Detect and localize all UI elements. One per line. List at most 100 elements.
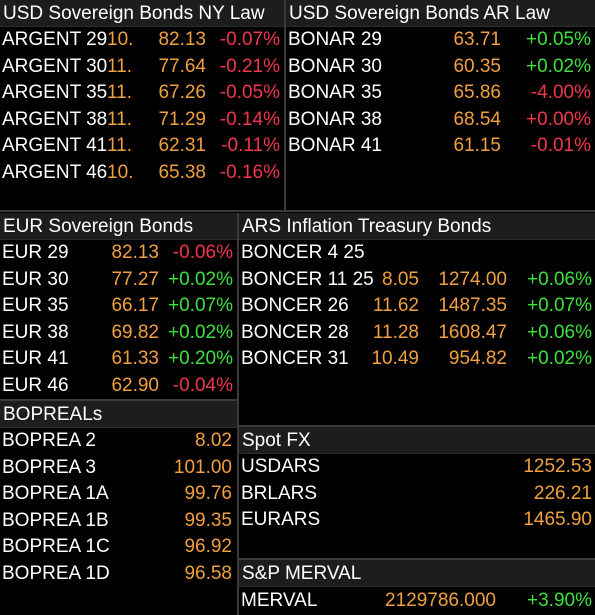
table-row[interactable]: ARGENT 29 10. 82.13 -0.07% [0,27,284,54]
table-row[interactable]: ARGENT 38 11. 71.29 -0.14% [0,107,284,134]
table-row[interactable]: ARGENT 41 11. 62.31 -0.11% [0,133,284,160]
instrument-name: BRLARS [241,482,318,504]
ars-inflation-rows: BONCER 4 25 BONCER 11 25 8.05 1274.00 +0.06… [239,240,595,373]
last-price: 226.21 [533,482,592,504]
percent-change: +0.07% [168,295,233,316]
last-price: 65.86 [453,82,501,103]
percent-change: -0.04% [172,374,233,396]
percent-change: +0.20% [168,348,233,369]
panel-eur-sovereign: EUR Sovereign Bonds EUR 29 82.13 -0.06% EU… [0,213,237,399]
panel-title[interactable]: EUR Sovereign Bonds [0,213,237,240]
last-price: 1487.35 [438,295,507,316]
table-row[interactable]: EUR 46 62.90 -0.04% [0,373,237,400]
yield-value: 11. [107,55,133,77]
last-price: 96.92 [184,536,232,557]
instrument-name: MERVAL [241,590,318,611]
percent-change: +0.06% [527,268,592,290]
table-row[interactable]: EUR 41 61.33 +0.20% [0,346,237,373]
yield-value: 11.28 [372,321,419,343]
instrument-name: ARGENT 30 [2,55,108,77]
last-price: 82.13 [111,242,159,263]
percent-change: -0.05% [219,82,280,103]
instrument-name: BONAR 35 [288,82,382,103]
percent-change: +0.02% [168,321,233,343]
table-row[interactable]: BONAR 30 60.35 +0.02% [286,54,595,81]
instrument-name: ARGENT 29 [2,29,108,50]
yield-value: 10.49 [371,348,419,369]
table-row[interactable]: EUR 38 69.82 +0.02% [0,320,237,347]
percent-change: +0.02% [527,348,592,369]
percent-change: -0.06% [172,242,233,263]
last-price: 68.54 [453,108,501,130]
instrument-name: BONAR 30 [288,55,382,77]
table-row[interactable]: ARGENT 46 10. 65.38 -0.16% [0,160,284,187]
table-row[interactable]: EURARS 1465.90 [239,507,595,534]
percent-change: +0.05% [526,29,591,50]
instrument-name: BONCER 4 25 [241,242,365,263]
last-price: 63.71 [453,29,501,50]
last-price: 65.38 [158,161,206,183]
panel-title[interactable]: USD Sovereign Bonds NY Law [0,0,284,27]
yield-value: 10. [107,161,134,183]
yield-value: 10. [107,29,134,50]
panel-title[interactable]: ARS Inflation Treasury Bonds [239,213,595,240]
ny-law-rows: ARGENT 29 10. 82.13 -0.07% ARGENT 30 11. 77.6… [0,27,284,186]
table-row[interactable]: BONAR 35 65.86 -4.00% [286,80,595,107]
panel-title[interactable]: S&P MERVAL [239,560,595,587]
table-row[interactable]: BOPREA 3 101.00 [0,455,237,482]
table-row[interactable]: BOPREA 1D 96.58 [0,561,237,588]
percent-change: +0.07% [527,295,592,316]
instrument-name: BONAR 41 [288,135,382,156]
panel-title[interactable]: Spot FX [239,427,595,454]
last-price: 101.00 [173,456,232,478]
merval-rows: MERVAL 2129786.000 +3.90% [239,587,595,615]
divider [0,399,237,401]
spot-fx-rows: USDARS 1252.53 BRLARS 226.21 EURARS 1465.90 [239,454,595,534]
divider [237,213,239,615]
instrument-name: BOPREA 1A [2,483,109,504]
divider [284,0,286,210]
table-row[interactable]: EUR 29 82.13 -0.06% [0,240,237,267]
eur-rows: EUR 29 82.13 -0.06% EUR 30 77.27 +0.02% EUR … [0,240,237,399]
yield-value: 11.62 [372,295,419,316]
table-row[interactable]: EUR 35 66.17 +0.07% [0,293,237,320]
last-price: 99.76 [184,483,232,504]
table-row[interactable]: BONCER 26 11.62 1487.35 +0.07% [239,293,595,320]
table-row[interactable]: ARGENT 30 11. 77.64 -0.21% [0,54,284,81]
table-row[interactable]: BOPREA 1C 96.92 [0,534,237,561]
table-row[interactable]: BONAR 29 63.71 +0.05% [286,27,595,54]
table-row[interactable]: ARGENT 35 11. 67.26 -0.05% [0,80,284,107]
table-row[interactable]: BONCER 31 10.49 954.82 +0.02% [239,346,595,373]
percent-change: +0.00% [526,108,591,130]
table-row[interactable]: USDARS 1252.53 [239,454,595,481]
last-price: 1465.90 [523,509,592,530]
percent-change: -4.00% [530,82,591,103]
table-row[interactable]: BRLARS 226.21 [239,481,595,508]
table-row[interactable]: BONAR 41 61.15 -0.01% [286,133,595,160]
table-row[interactable]: EUR 30 77.27 +0.02% [0,267,237,294]
percent-change: -0.14% [219,108,280,130]
instrument-name: BONCER 31 [241,348,349,369]
yield-value: 11. [107,135,133,156]
table-row[interactable]: BOPREA 2 8.02 [0,428,237,455]
table-row[interactable]: BOPREA 1B 99.35 [0,508,237,535]
table-row[interactable]: BONCER 11 25 8.05 1274.00 +0.06% [239,267,595,294]
table-row[interactable]: BONCER 4 25 [239,240,595,267]
percent-change: -0.16% [219,161,280,183]
instrument-name: BONCER 11 25 [241,268,374,290]
table-row[interactable]: BONAR 38 68.54 +0.00% [286,107,595,134]
last-price: 62.90 [111,374,159,396]
table-row[interactable]: MERVAL 2129786.000 +3.90% [239,587,595,615]
instrument-name: EUR 35 [2,295,69,316]
panel-usd-ny-law: USD Sovereign Bonds NY Law ARGENT 29 10. 8… [0,0,284,210]
instrument-name: BOPREA 1B [2,509,109,531]
table-row[interactable]: BOPREA 1A 99.76 [0,481,237,508]
instrument-name: BONAR 38 [288,108,382,130]
last-price: 69.82 [111,321,159,343]
instrument-name: BOPREA 1C [2,536,110,557]
panel-title[interactable]: USD Sovereign Bonds AR Law [286,0,595,27]
panel-title[interactable]: BOPREALs [0,401,237,428]
last-price: 62.31 [158,135,206,156]
panel-bopreals: BOPREALs BOPREA 2 8.02 BOPREA 3 101.00 BOP… [0,401,237,615]
table-row[interactable]: BONCER 28 11.28 1608.47 +0.06% [239,320,595,347]
